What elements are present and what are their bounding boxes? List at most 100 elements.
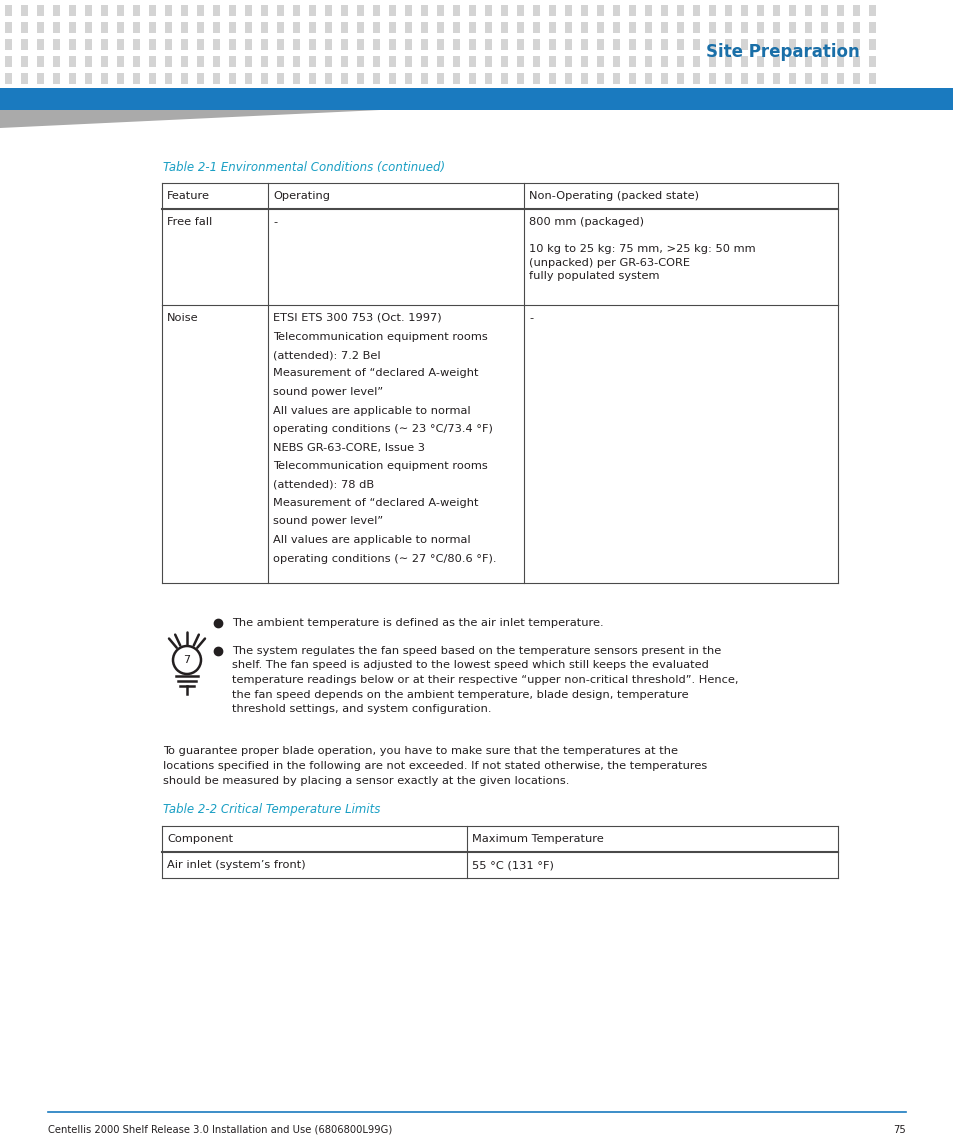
Bar (181, 39, 188, 50)
Text: sound power level”: sound power level” (273, 516, 383, 527)
Text: To guarantee proper blade operation, you have to make sure that the temperatures: To guarantee proper blade operation, you… (163, 745, 678, 756)
Text: Table 2-2 Critical Temperature Limits: Table 2-2 Critical Temperature Limits (163, 804, 380, 816)
Bar (692, 39, 700, 50)
Bar (533, 39, 539, 50)
Bar (21, 39, 28, 50)
Bar (53, 56, 60, 68)
Bar (740, 22, 747, 33)
Text: Component: Component (167, 834, 233, 844)
Bar (420, 39, 428, 50)
Bar (724, 39, 731, 50)
Bar (757, 39, 763, 50)
Bar (597, 39, 603, 50)
Bar (85, 22, 91, 33)
Bar (708, 22, 716, 33)
Bar (389, 5, 395, 16)
Bar (213, 5, 220, 16)
Bar (21, 73, 28, 84)
Bar (149, 56, 156, 68)
Bar (677, 39, 683, 50)
Bar (373, 39, 379, 50)
Bar (261, 22, 268, 33)
Bar (533, 56, 539, 68)
Text: locations specified in the following are not exceeded. If not stated otherwise, : locations specified in the following are… (163, 761, 706, 771)
Bar (852, 56, 859, 68)
Bar (740, 56, 747, 68)
Text: Free fall: Free fall (167, 218, 212, 227)
Bar (628, 22, 636, 33)
Bar (708, 73, 716, 84)
Bar (836, 5, 843, 16)
Bar (101, 22, 108, 33)
Bar (340, 22, 348, 33)
Bar (868, 22, 875, 33)
Bar (484, 39, 492, 50)
Bar (405, 73, 412, 84)
Bar (293, 39, 299, 50)
Bar (405, 56, 412, 68)
Bar (548, 5, 556, 16)
Bar (852, 5, 859, 16)
Bar (149, 22, 156, 33)
Bar (340, 5, 348, 16)
Bar (804, 56, 811, 68)
Bar (117, 22, 124, 33)
Bar (213, 73, 220, 84)
Bar (724, 56, 731, 68)
Bar (533, 22, 539, 33)
Bar (597, 5, 603, 16)
Bar (868, 39, 875, 50)
Bar (5, 73, 12, 84)
Text: (attended): 7.2 Bel: (attended): 7.2 Bel (273, 350, 380, 360)
Bar (548, 39, 556, 50)
Bar (5, 56, 12, 68)
Text: sound power level”: sound power level” (273, 387, 383, 397)
Bar (181, 22, 188, 33)
Bar (229, 73, 235, 84)
Bar (836, 22, 843, 33)
Bar (788, 73, 795, 84)
Bar (804, 39, 811, 50)
Bar (757, 22, 763, 33)
Bar (53, 5, 60, 16)
Bar (69, 39, 76, 50)
Bar (772, 56, 780, 68)
Bar (261, 56, 268, 68)
Bar (453, 56, 459, 68)
Bar (548, 73, 556, 84)
Bar (613, 5, 619, 16)
Bar (500, 39, 507, 50)
Bar (325, 22, 332, 33)
Bar (132, 22, 140, 33)
Bar (37, 5, 44, 16)
Bar (500, 22, 507, 33)
Bar (37, 39, 44, 50)
Bar (436, 56, 443, 68)
Bar (469, 22, 476, 33)
Bar (420, 5, 428, 16)
Bar (213, 56, 220, 68)
Bar (868, 5, 875, 16)
Text: Noise: Noise (167, 313, 198, 323)
Bar (580, 39, 587, 50)
Bar (628, 39, 636, 50)
Bar (309, 73, 315, 84)
Bar (181, 56, 188, 68)
Bar (613, 39, 619, 50)
Bar (517, 22, 523, 33)
Bar (804, 5, 811, 16)
Bar (132, 5, 140, 16)
Bar (389, 39, 395, 50)
Text: 10 kg to 25 kg: 75 mm, >25 kg: 50 mm: 10 kg to 25 kg: 75 mm, >25 kg: 50 mm (529, 244, 755, 254)
Bar (644, 22, 651, 33)
Bar (69, 5, 76, 16)
Bar (165, 5, 172, 16)
Text: Site Preparation: Site Preparation (705, 44, 859, 61)
Bar (276, 39, 284, 50)
Text: should be measured by placing a sensor exactly at the given locations.: should be measured by placing a sensor e… (163, 776, 569, 787)
Text: the fan speed depends on the ambient temperature, blade design, temperature: the fan speed depends on the ambient tem… (232, 689, 688, 700)
Bar (597, 56, 603, 68)
Bar (53, 22, 60, 33)
Bar (21, 22, 28, 33)
Bar (692, 22, 700, 33)
